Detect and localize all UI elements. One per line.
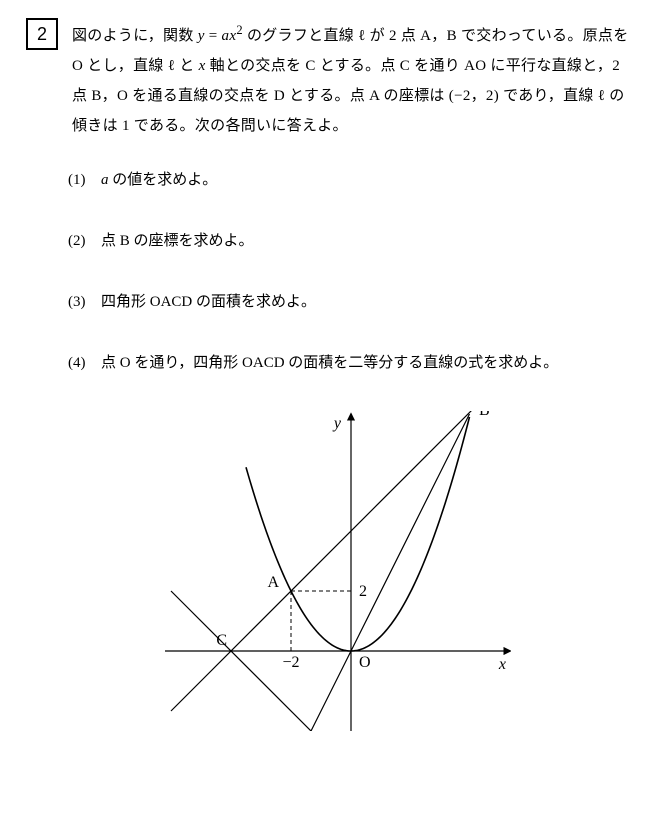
subq-4-text: 点 O を通り，四角形 OACD の面積を二等分する直線の式を求めよ。 (101, 355, 558, 371)
subq-4-label: (4) (68, 350, 101, 377)
svg-text:C: C (216, 632, 227, 649)
svg-text:y: y (332, 415, 342, 432)
subq-1-label: (1) (68, 167, 101, 194)
svg-text:x: x (498, 656, 506, 673)
subq-2-text: 点 B の座標を求めよ。 (101, 233, 254, 249)
subq-1: (1)a の値を求めよ。 (68, 167, 636, 194)
subq-1-text: a の値を求めよ。 (101, 172, 217, 188)
svg-text:B: B (479, 411, 490, 419)
subquestion-list: (1)a の値を求めよ。 (2)点 B の座標を求めよ。 (3)四角形 OACD… (26, 167, 636, 377)
subq-2-label: (2) (68, 228, 101, 255)
svg-text:A: A (267, 574, 279, 591)
problem-lead: 図のように，関数 y = ax2 のグラフと直線 ℓ が 2 点 A，B で交わ… (72, 18, 636, 141)
subq-3: (3)四角形 OACD の面積を求めよ。 (68, 289, 636, 316)
figure-container: −22ABCDxyOℓ (26, 411, 636, 731)
subq-3-text: 四角形 OACD の面積を求めよ。 (101, 294, 316, 310)
problem-number-box: 2 (26, 18, 58, 50)
subq-2: (2)点 B の座標を求めよ。 (68, 228, 636, 255)
svg-text:2: 2 (359, 583, 367, 600)
figure-svg: −22ABCDxyOℓ (151, 411, 511, 731)
subq-3-label: (3) (68, 289, 101, 316)
subq-4: (4)点 O を通り，四角形 OACD の面積を二等分する直線の式を求めよ。 (68, 350, 636, 377)
svg-text:O: O (359, 654, 371, 671)
svg-text:−2: −2 (282, 654, 299, 671)
